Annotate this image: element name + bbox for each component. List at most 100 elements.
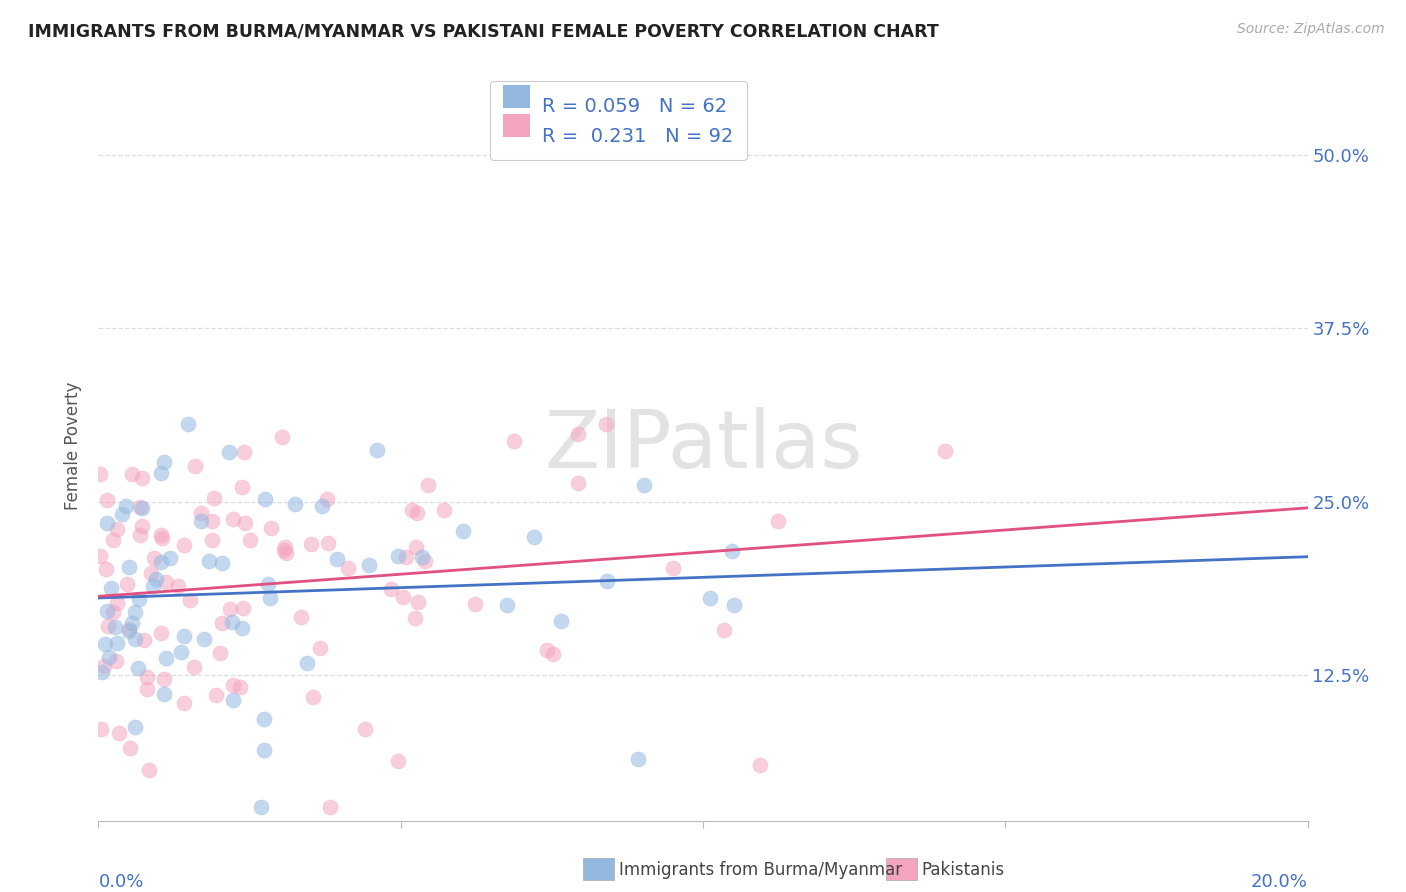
Point: [239, 533, 262, 547]
Point: [276, 546, 298, 560]
Point: [229, 680, 252, 694]
Point: [596, 574, 619, 588]
Point: [222, 512, 245, 526]
Point: [145, 572, 167, 586]
Point: [131, 471, 153, 485]
Point: [301, 537, 323, 551]
Point: [142, 579, 165, 593]
Point: [153, 673, 176, 687]
Point: [149, 466, 172, 480]
Point: [155, 651, 177, 665]
Point: [326, 551, 349, 566]
Point: [595, 417, 617, 432]
Point: [136, 682, 159, 697]
Point: [357, 558, 380, 572]
Point: [336, 561, 359, 575]
Point: [128, 500, 150, 514]
Text: Immigrants from Burma/Myanmar: Immigrants from Burma/Myanmar: [619, 861, 901, 879]
Point: [150, 626, 173, 640]
Text: Source: ZipAtlas.com: Source: ZipAtlas.com: [1237, 22, 1385, 37]
Point: [114, 499, 136, 513]
Point: [153, 687, 176, 701]
Point: [219, 602, 242, 616]
Point: [284, 497, 307, 511]
Point: [550, 614, 572, 628]
Point: [118, 741, 141, 756]
Point: [89, 467, 111, 481]
Point: [117, 622, 139, 636]
Point: [118, 559, 141, 574]
Point: [211, 616, 233, 631]
Point: [297, 657, 319, 671]
Point: [105, 523, 128, 537]
Point: [496, 599, 519, 613]
Point: [107, 726, 129, 740]
Point: [309, 641, 332, 656]
Point: [380, 582, 402, 596]
Point: [633, 478, 655, 492]
Point: [141, 566, 163, 581]
Point: [433, 503, 456, 517]
Point: [90, 722, 112, 736]
Point: [934, 444, 956, 458]
Point: [94, 637, 117, 651]
Point: [523, 530, 546, 544]
Point: [401, 503, 423, 517]
Point: [567, 427, 589, 442]
Point: [723, 599, 745, 613]
Point: [260, 521, 283, 535]
Point: [193, 632, 215, 646]
Point: [121, 615, 143, 630]
Point: [273, 542, 295, 557]
Point: [103, 605, 125, 619]
Point: [205, 688, 228, 702]
Point: [208, 646, 231, 660]
Point: [150, 528, 173, 542]
Point: [124, 632, 146, 646]
Point: [101, 533, 124, 547]
Point: [302, 690, 325, 705]
Point: [318, 799, 340, 814]
Point: [198, 554, 221, 568]
Point: [222, 693, 245, 707]
Point: [713, 623, 735, 637]
Point: [627, 752, 650, 766]
Point: [233, 516, 256, 530]
Point: [96, 493, 118, 508]
Point: [131, 500, 153, 515]
Point: [387, 755, 409, 769]
Point: [136, 670, 159, 684]
Point: [387, 549, 409, 563]
Point: [411, 550, 433, 565]
Point: [104, 620, 127, 634]
Point: [143, 551, 166, 566]
Point: [394, 549, 416, 564]
Point: [121, 467, 143, 482]
Point: [536, 642, 558, 657]
Point: [173, 538, 195, 552]
Point: [201, 533, 224, 548]
Point: [129, 528, 152, 542]
Point: [290, 609, 312, 624]
Point: [89, 549, 111, 563]
Point: [179, 593, 201, 607]
Point: [404, 611, 426, 625]
Point: [183, 659, 205, 673]
Point: [173, 696, 195, 710]
Point: [98, 650, 121, 665]
Point: [413, 554, 436, 568]
Point: [768, 515, 790, 529]
Text: 20.0%: 20.0%: [1251, 873, 1308, 891]
Point: [211, 557, 233, 571]
Point: [118, 624, 141, 638]
Point: [96, 604, 118, 618]
Point: [231, 480, 253, 494]
Point: [662, 561, 685, 575]
Point: [96, 516, 118, 530]
Point: [100, 581, 122, 595]
Point: [353, 723, 375, 737]
Point: [250, 799, 273, 814]
Point: [366, 442, 388, 457]
Point: [124, 721, 146, 735]
Point: [222, 678, 245, 692]
